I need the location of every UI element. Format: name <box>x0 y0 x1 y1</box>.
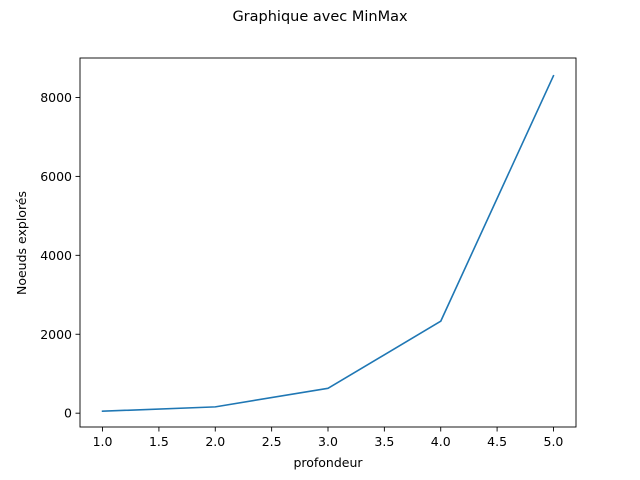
y-tick-label-1: 2000 <box>40 327 72 342</box>
x-tick-label-1: 1.5 <box>149 434 169 449</box>
y-tick-label-4: 8000 <box>40 90 72 105</box>
x-tick-label-8: 5.0 <box>544 434 564 449</box>
y-axis-label: Noeuds explorés <box>14 191 29 295</box>
x-tick-label-0: 1.0 <box>93 434 113 449</box>
chart-title: Graphique avec MinMax <box>232 9 408 25</box>
x-tick-label-5: 3.5 <box>374 434 394 449</box>
x-tick-label-7: 4.5 <box>487 434 507 449</box>
plot-area: 1.0 1.5 2.0 2.5 3.0 3.5 4.0 4.5 5.0 0 2000 4000 6000… <box>40 57 577 449</box>
y-tick-label-3: 6000 <box>40 169 72 184</box>
y-tick-label-2: 4000 <box>40 248 72 263</box>
x-tick-label-4: 3.0 <box>318 434 338 449</box>
series-line-0 <box>101 74 555 413</box>
y-tick-label-0: 0 <box>64 406 72 421</box>
plot-frame <box>79 57 577 428</box>
x-tick-label-6: 4.0 <box>431 434 451 449</box>
x-axis-label: profondeur <box>293 455 363 470</box>
x-tick-label-2: 2.0 <box>205 434 225 449</box>
x-tick-label-3: 2.5 <box>262 434 282 449</box>
